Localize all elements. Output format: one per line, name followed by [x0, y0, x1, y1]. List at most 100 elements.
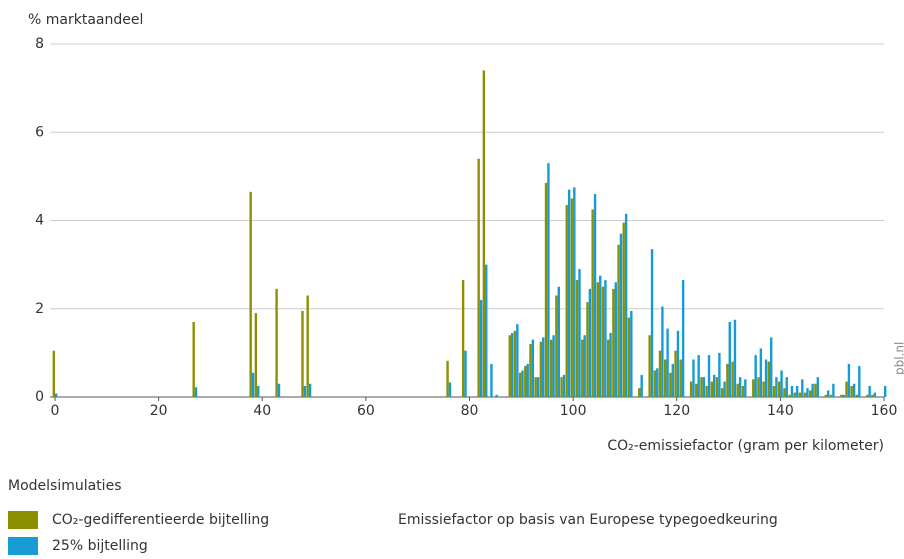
bar [692, 359, 695, 397]
bar [731, 361, 734, 397]
bar [707, 355, 711, 397]
bar [617, 244, 620, 397]
bar [518, 372, 522, 397]
bar [624, 213, 628, 397]
legend-swatch [8, 511, 38, 529]
bar [630, 310, 633, 397]
bar [275, 288, 278, 397]
bar [490, 363, 493, 397]
bar [552, 335, 555, 397]
bar [575, 280, 579, 397]
bar [829, 394, 833, 397]
bar [780, 370, 783, 397]
bar [718, 352, 721, 397]
x-tick-label: 160 [871, 403, 898, 419]
bar [671, 363, 674, 397]
y-tick-label: 4 [35, 213, 44, 229]
bar [858, 366, 861, 397]
bar [850, 385, 853, 397]
bar [536, 377, 540, 397]
bar [560, 377, 563, 397]
bar [604, 280, 607, 397]
bar [798, 392, 802, 397]
bar [757, 377, 760, 397]
bar [581, 339, 584, 397]
bar [534, 377, 537, 397]
bar [811, 383, 814, 397]
bar [855, 394, 859, 397]
bar [192, 321, 195, 397]
bar [446, 360, 449, 397]
bar [697, 355, 700, 397]
bar [539, 341, 543, 397]
bar [562, 374, 566, 397]
bar [508, 335, 511, 397]
bar [640, 374, 643, 397]
bar [277, 383, 281, 397]
bar [738, 377, 742, 397]
x-tick-label: 120 [663, 403, 690, 419]
bar [801, 379, 804, 397]
bar [803, 392, 807, 397]
bar [741, 385, 745, 397]
bar [308, 383, 312, 397]
bar [627, 317, 631, 397]
y-tick-label: 0 [35, 389, 44, 405]
legend-label: 25% bijtelling [52, 538, 148, 554]
bar [529, 344, 532, 397]
bar [599, 275, 602, 397]
bar [596, 282, 600, 397]
bar [257, 385, 260, 397]
bar [728, 321, 731, 397]
bar [306, 295, 309, 397]
bar [485, 264, 488, 397]
bar [847, 363, 851, 397]
legend-label: CO₂-gedifferentieerde bijtelling [52, 512, 269, 528]
bar [795, 385, 799, 397]
bar [477, 158, 480, 397]
legend-title: Modelsimulaties [8, 478, 121, 494]
bar [547, 163, 550, 397]
bar [510, 333, 514, 397]
bar [767, 361, 771, 397]
bar [461, 280, 465, 397]
bar [679, 359, 682, 397]
bar [578, 269, 581, 397]
bar [676, 330, 680, 397]
bar [526, 363, 529, 397]
bar [788, 394, 791, 397]
bar [570, 198, 574, 397]
bar [871, 394, 874, 397]
bar [824, 394, 828, 397]
bar [816, 377, 820, 397]
bar [814, 383, 817, 397]
bar [770, 337, 773, 397]
bar [557, 286, 560, 397]
bar [840, 394, 843, 397]
bar [650, 249, 654, 397]
source: pbl.nl [893, 342, 904, 375]
x-tick-label: 0 [51, 403, 60, 419]
bar [55, 393, 58, 397]
bar [638, 388, 641, 397]
bar [832, 383, 835, 397]
y-tick-label: 2 [35, 301, 44, 317]
bar [254, 313, 258, 397]
bar [866, 394, 869, 397]
bar [591, 209, 594, 397]
bar [764, 359, 768, 397]
x-tick-label: 20 [150, 403, 168, 419]
bar [723, 381, 726, 397]
bar [593, 194, 597, 397]
bar [809, 390, 812, 397]
bar [744, 379, 747, 397]
bar [544, 182, 548, 397]
bar [736, 383, 739, 397]
bar [619, 233, 623, 397]
bar [827, 390, 830, 397]
bar [842, 394, 845, 397]
bar [793, 392, 796, 397]
bar [868, 385, 871, 397]
bar [705, 385, 708, 397]
